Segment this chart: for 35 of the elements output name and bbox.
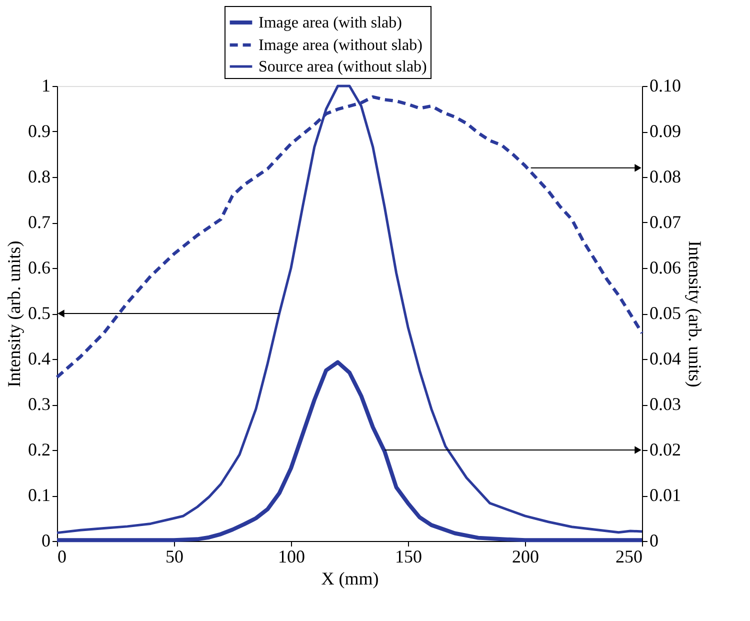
- y-tick-label: 0.7: [28, 212, 50, 232]
- x-tick-label: 150: [395, 546, 422, 566]
- y-tick-label: 0.1: [28, 485, 50, 505]
- legend-label: Source area (without slab): [258, 58, 427, 76]
- y-tick-label: 0.9: [28, 121, 50, 141]
- y2-tick-label: 0.05: [650, 303, 681, 323]
- y-axis-title: Intensity (arb. units): [4, 240, 24, 388]
- y2-tick-label: 0.01: [650, 485, 681, 505]
- y2-tick-label: 0.03: [650, 394, 681, 414]
- x-tick-label: 0: [58, 546, 66, 566]
- y2-tick-label: 0.07: [650, 212, 681, 232]
- x-tick-label: 200: [512, 546, 539, 566]
- y2-tick-label: 0.06: [650, 258, 681, 278]
- x-axis-title: X (mm): [321, 568, 379, 588]
- y2-tick-label: 0.04: [650, 348, 681, 368]
- x-tick-label: 50: [166, 546, 184, 566]
- y-tick-label: 0.3: [28, 394, 50, 414]
- legend-label: Image area (with slab): [258, 14, 402, 32]
- y-tick-label: 0.6: [28, 258, 50, 278]
- y2-tick-label: 0.08: [650, 166, 681, 186]
- line-series: [56, 84, 644, 534]
- y2-tick-label: 0.02: [650, 440, 681, 460]
- y-tick-label: 0: [42, 530, 50, 550]
- y-tick-label: 0.8: [28, 166, 50, 186]
- legend-label: Image area (without slab): [258, 37, 422, 54]
- y2-axis-title: Intensity (arb. units): [685, 240, 705, 388]
- x-tick-label: 100: [278, 546, 305, 566]
- y2-tick-label: 0: [650, 530, 658, 550]
- y-tick-label: 0.5: [28, 303, 50, 323]
- y-tick-label: 0.2: [28, 440, 50, 460]
- y-tick-label: 1: [42, 76, 50, 96]
- y2-tick-label: 0.09: [650, 121, 681, 141]
- x-tick-label: 250: [616, 546, 642, 566]
- y2-tick-label: 0.10: [650, 76, 681, 96]
- y-tick-label: 0.4: [28, 348, 50, 368]
